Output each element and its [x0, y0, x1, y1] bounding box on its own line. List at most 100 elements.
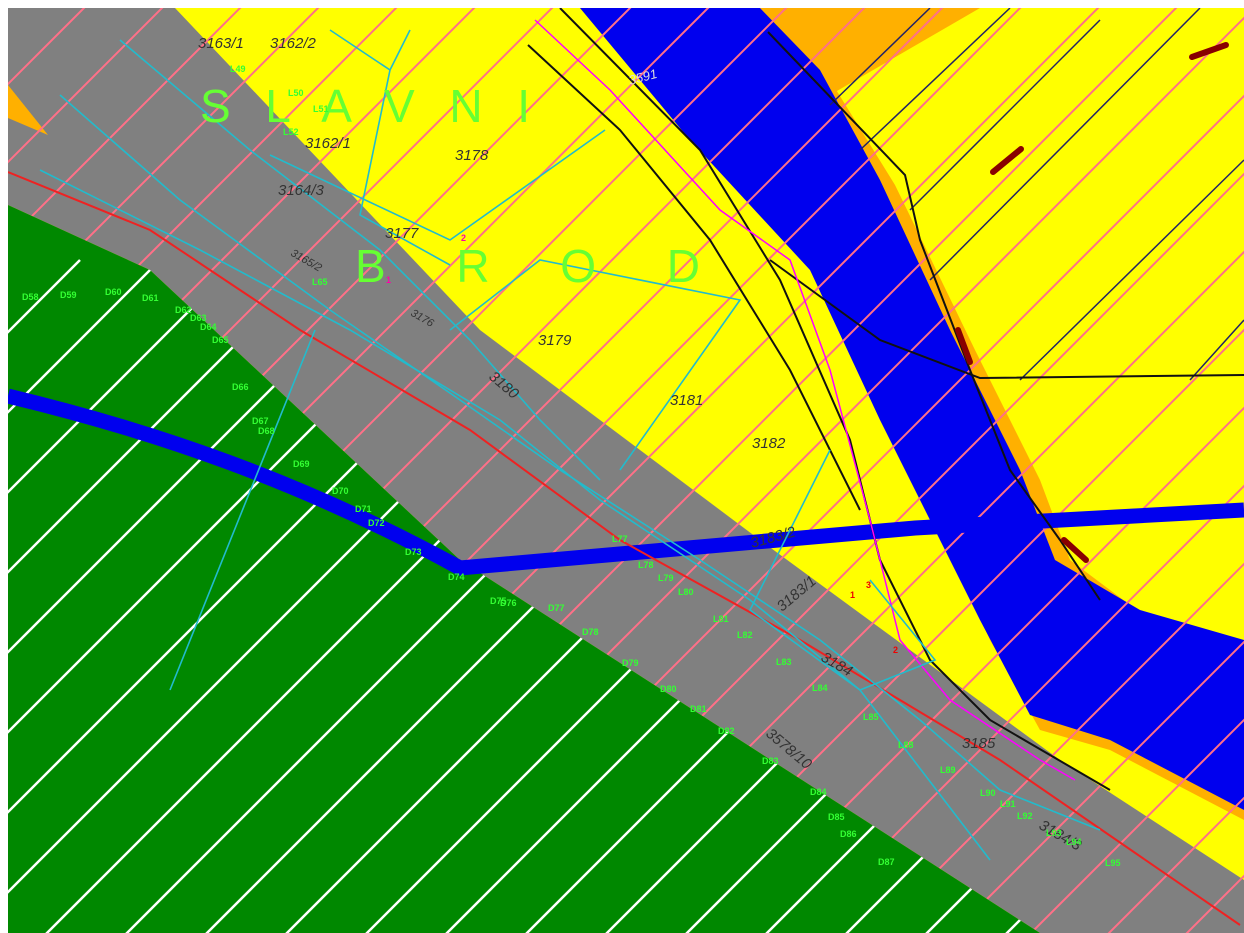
parcel-number: 3164/3	[278, 182, 325, 199]
point-label: L90	[980, 788, 996, 798]
point-label: D66	[232, 382, 249, 392]
place-name: S L A V N I	[200, 80, 530, 132]
point-label: D78	[582, 627, 599, 637]
orange-area	[8, 85, 48, 135]
marker-number: 1	[386, 275, 391, 285]
point-label: D73	[405, 547, 422, 557]
hatch-line	[8, 259, 241, 933]
point-label: L52	[283, 127, 299, 137]
point-label: D77	[548, 603, 565, 613]
boundary-line	[767, 31, 1101, 601]
point-label: D69	[293, 459, 310, 469]
point-label: D71	[355, 504, 372, 514]
point-label: L51	[313, 104, 329, 114]
point-label: D82	[718, 726, 735, 736]
hatch-line	[717, 406, 1244, 933]
point-label: D70	[332, 486, 349, 496]
hatch-line	[795, 484, 1244, 933]
point-label: L49	[230, 64, 246, 74]
point-label: D62	[175, 305, 192, 315]
hatch-line	[873, 562, 1244, 933]
marker-number: 3	[866, 580, 871, 590]
navy-hatch	[829, 8, 1244, 381]
hatch-line	[859, 8, 1011, 151]
point-label: D81	[690, 704, 707, 714]
point-label: D72	[368, 518, 385, 528]
boundary-line	[527, 44, 861, 511]
river	[580, 8, 1244, 810]
parcel-number: 3178	[455, 147, 489, 164]
point-label: D64	[200, 322, 217, 332]
dark-red-marks	[955, 42, 1229, 563]
point-label: L82	[737, 630, 753, 640]
green-area	[8, 205, 1040, 933]
point-label: D68	[258, 426, 275, 436]
hatch-line	[929, 8, 1201, 281]
point-label: L50	[288, 88, 304, 98]
parcel-number: 3185	[962, 735, 996, 752]
point-label: D63	[190, 313, 207, 323]
hatch-line	[8, 259, 321, 933]
point-label: D80	[660, 684, 677, 694]
point-label: D65	[212, 335, 229, 345]
point-label: D61	[142, 293, 159, 303]
point-label: D74	[448, 572, 465, 582]
point-label: L88	[898, 740, 914, 750]
point-label: D58	[22, 292, 39, 302]
point-label: L80	[678, 587, 694, 597]
point-label: L91	[1000, 799, 1016, 809]
point-label: D87	[878, 857, 895, 867]
point-label: D85	[828, 812, 845, 822]
hatch-line	[739, 259, 1040, 933]
parcel-number: 3163/1	[198, 35, 244, 52]
point-label: D60	[105, 287, 122, 297]
point-label: L83	[776, 657, 792, 667]
magenta-line	[534, 19, 1076, 781]
point-label: L81	[713, 614, 729, 624]
point-label: D67	[252, 416, 269, 426]
point-label: D83	[762, 756, 779, 766]
marker-number: 1	[850, 590, 855, 600]
point-label: D59	[60, 290, 77, 300]
road-area	[8, 8, 1244, 933]
marker-number: 2	[461, 233, 466, 243]
hatch-line	[909, 19, 1101, 211]
hatch-line	[8, 8, 398, 398]
hatch-line	[829, 8, 931, 106]
hatch-line	[1107, 796, 1244, 933]
stream	[8, 388, 1244, 576]
point-label: L92	[1017, 811, 1033, 821]
parcel-number: 3182	[752, 435, 786, 452]
parcel-number: 3162/2	[270, 35, 317, 52]
point-label: L84	[812, 683, 828, 693]
cyan-lines	[39, 29, 1101, 861]
hatch-line	[1029, 718, 1244, 933]
marker-number: 2	[893, 645, 898, 655]
point-label: L95	[1105, 858, 1121, 868]
parcel-number: 3179	[538, 332, 572, 349]
point-label: D75	[490, 596, 507, 606]
point-label: D86	[840, 829, 857, 839]
boundary-line	[769, 259, 1244, 380]
hatch-line	[951, 640, 1244, 933]
hatch-line	[8, 8, 164, 164]
point-label: L78	[638, 560, 654, 570]
hatch-line	[1189, 319, 1244, 381]
point-label: L93	[1046, 828, 1062, 838]
point-label: L85	[863, 712, 879, 722]
point-label: D84	[810, 787, 827, 797]
hatch-line	[8, 259, 161, 933]
hatch-line	[8, 8, 476, 476]
parcel-number: 3177	[385, 225, 419, 242]
point-label: L77	[612, 534, 628, 544]
point-label: L94	[1066, 837, 1082, 847]
red-line	[8, 171, 1241, 926]
point-label: D76	[500, 598, 517, 608]
hatch-line	[1019, 159, 1244, 381]
parcel-number: 3162/1	[305, 135, 351, 152]
hatch-line	[8, 8, 320, 320]
parcel-number: 3591	[627, 66, 659, 88]
point-label: L65	[312, 277, 328, 287]
